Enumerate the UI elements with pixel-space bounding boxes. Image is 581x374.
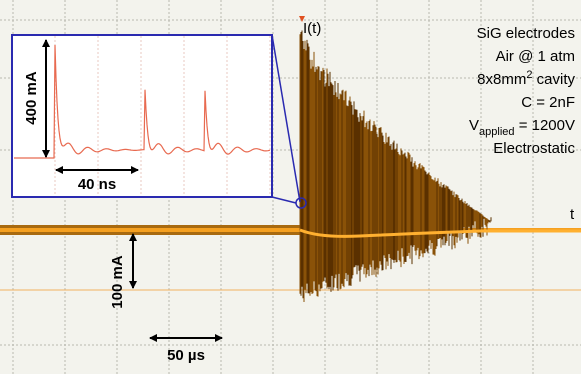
inset-time-scale: 40 ns [78,176,116,193]
condition: Electrostatic [493,140,575,157]
condition: SiG electrodes [477,25,575,42]
subscript: applied [479,126,514,138]
main-time-scale: 50 µs [167,347,205,364]
condition: C = 2nF [521,94,575,111]
trace-label: I(t) [303,20,321,37]
condition: 8x8mm2 cavity [477,69,575,88]
text-part: = 1200V [515,117,575,134]
inset-frame [12,35,272,197]
condition: Air @ 1 atm [496,48,575,65]
main-current-scale: 100 mA [109,255,126,309]
text-part: V [469,117,479,134]
text-part: 8x8mm [477,71,526,88]
page: 400 mA 40 ns 100 mA 50 µs I(t) t SiG ele… [0,0,581,374]
inset-current-scale: 400 mA [23,71,40,125]
scope-figure: 400 mA 40 ns 100 mA 50 µs I(t) t SiG ele… [0,0,581,374]
text-part: cavity [532,71,575,88]
